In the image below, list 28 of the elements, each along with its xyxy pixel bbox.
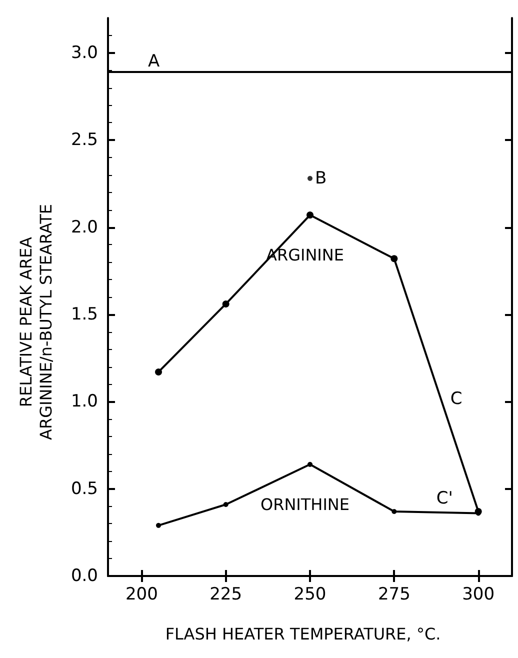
point <box>308 462 312 467</box>
x-tick-label: 225 <box>210 584 242 604</box>
x-tick-label: 250 <box>294 584 326 604</box>
point <box>306 212 314 219</box>
y-tick-label: 1.0 <box>70 392 98 412</box>
y-tick-label: 0.0 <box>70 566 98 586</box>
ref-line-label: A <box>148 52 160 72</box>
y-tick-label: 0.5 <box>70 478 98 499</box>
x-axis-title: FLASH HEATER TEMPERATURE, °C. <box>165 624 441 644</box>
x-tick-label: 275 <box>378 584 410 604</box>
x-tick-label: 300 <box>462 584 495 604</box>
y-tick-label: 2.5 <box>70 130 98 150</box>
point <box>390 255 398 262</box>
point <box>156 522 161 528</box>
y-tick-label: 2.0 <box>70 217 98 238</box>
annotation: C <box>450 389 462 410</box>
point <box>308 176 312 181</box>
y-tick-label: 3.0 <box>70 42 98 63</box>
annotation: C' <box>436 488 453 508</box>
point <box>392 508 397 514</box>
x-tick-label: 200 <box>125 584 158 604</box>
point <box>222 300 230 308</box>
series-label: ORNITHINE <box>260 494 350 514</box>
annotation: B <box>315 168 327 188</box>
y-axis-title: RELATIVE PEAK AREA ARGININE/n-BUTYL STEARATE <box>16 204 56 440</box>
y-tick-label: 1.5 <box>70 304 98 324</box>
point <box>155 368 162 376</box>
point <box>223 502 228 508</box>
